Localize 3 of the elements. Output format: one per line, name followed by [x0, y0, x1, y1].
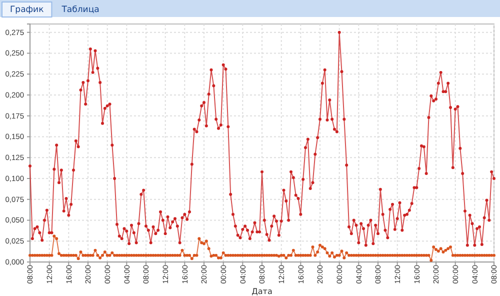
text: Таблица — [60, 5, 100, 15]
x-axis-title: Дата — [252, 287, 272, 296]
text: График — [10, 5, 44, 15]
